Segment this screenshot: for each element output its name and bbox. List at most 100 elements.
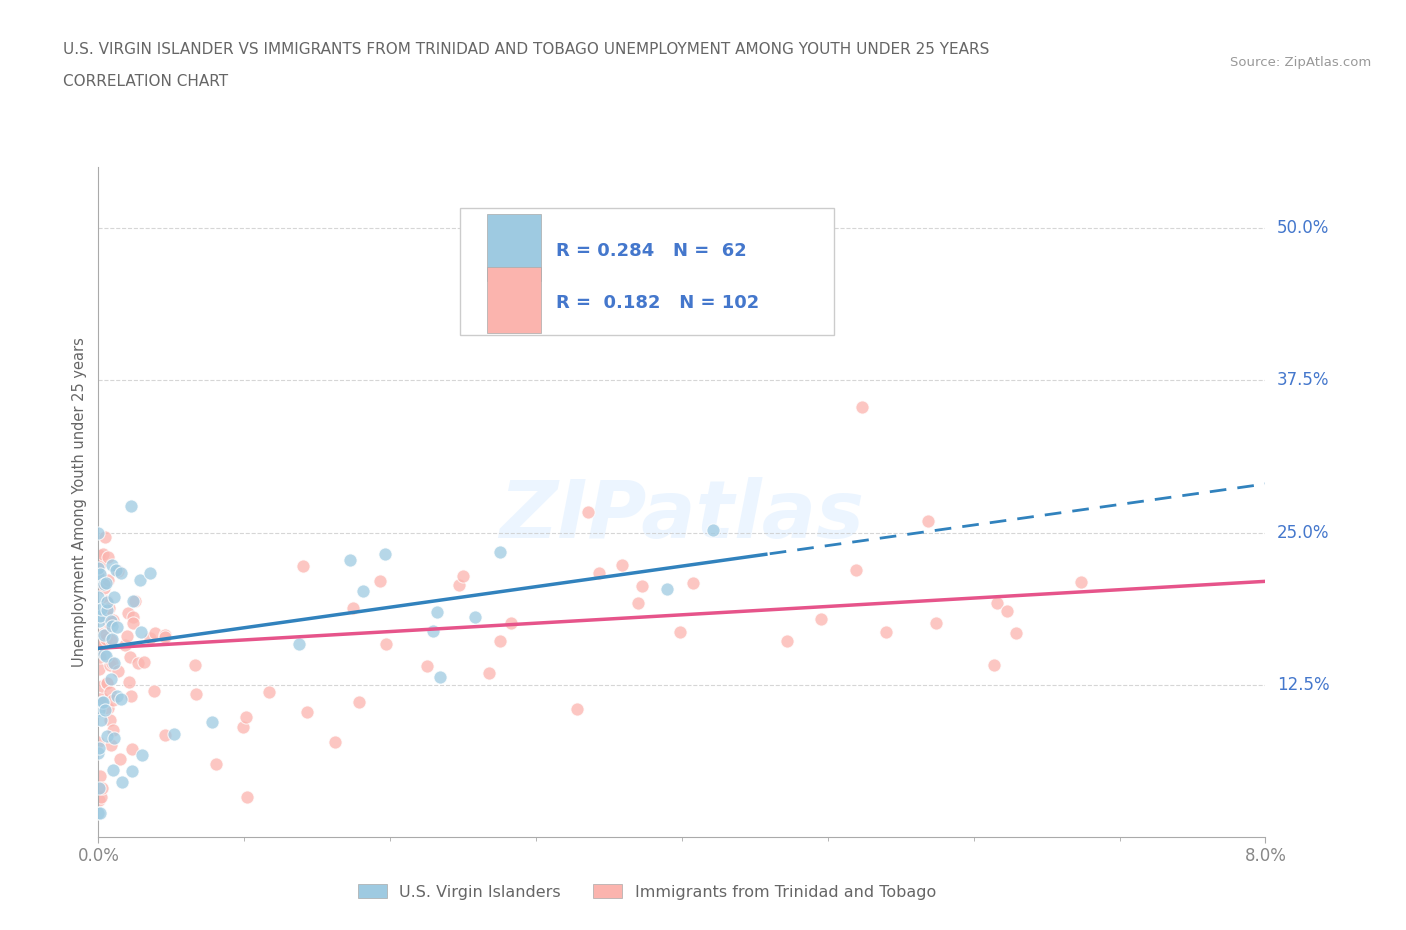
Point: [610, 557, 633, 572]
Point: [115, 629, 138, 644]
Point: [93, 581, 115, 596]
Point: [89, 609, 111, 624]
Point: [368, 574, 391, 589]
Point: [105, 688, 128, 703]
Point: [478, 666, 501, 681]
Text: ZIPatlas: ZIPatlas: [499, 476, 865, 554]
Point: [917, 513, 939, 528]
Point: [201, 715, 224, 730]
Point: [97, 616, 120, 631]
Point: [588, 566, 610, 581]
Point: [93, 627, 115, 642]
Point: [97, 700, 120, 715]
Point: [100, 737, 122, 752]
Point: [97, 609, 120, 624]
Text: 37.5%: 37.5%: [1277, 371, 1330, 390]
Point: [89, 566, 111, 581]
Point: [845, 563, 868, 578]
Point: [875, 625, 897, 640]
Point: [103, 612, 125, 627]
Point: [143, 684, 166, 698]
Point: [91, 547, 114, 562]
Point: [94, 703, 117, 718]
Point: [90, 575, 112, 590]
Point: [565, 702, 588, 717]
Point: [87, 703, 110, 718]
Legend: U.S. Virgin Islanders, Immigrants from Trinidad and Tobago: U.S. Virgin Islanders, Immigrants from T…: [352, 878, 942, 906]
Point: [101, 631, 124, 646]
Point: [110, 692, 132, 707]
Point: [87, 781, 110, 796]
Point: [117, 605, 139, 620]
Point: [100, 618, 122, 633]
Point: [139, 631, 162, 645]
Point: [451, 569, 474, 584]
FancyBboxPatch shape: [486, 267, 541, 333]
Point: [93, 530, 115, 545]
Point: [87, 565, 110, 580]
Point: [87, 613, 110, 628]
Point: [87, 735, 110, 750]
Point: [91, 781, 114, 796]
Point: [232, 719, 254, 734]
Point: [96, 595, 118, 610]
Point: [129, 572, 152, 587]
Point: [153, 630, 176, 644]
Point: [90, 695, 112, 710]
Point: [297, 704, 319, 719]
Point: [576, 504, 599, 519]
Point: [426, 604, 449, 619]
Point: [91, 678, 114, 693]
Point: [87, 560, 110, 575]
Point: [1004, 625, 1026, 640]
Point: [489, 545, 512, 560]
Point: [93, 576, 115, 591]
Point: [449, 578, 471, 592]
Point: [257, 684, 280, 699]
Point: [236, 790, 259, 804]
Text: R = 0.284   N =  62: R = 0.284 N = 62: [555, 242, 747, 259]
Point: [134, 655, 156, 670]
Point: [374, 546, 396, 561]
Point: [143, 625, 166, 640]
Point: [87, 741, 110, 756]
Point: [120, 498, 142, 513]
Point: [100, 671, 122, 686]
Point: [98, 712, 121, 727]
Point: [96, 576, 118, 591]
Point: [775, 633, 797, 648]
Point: [87, 793, 110, 808]
Point: [101, 763, 124, 777]
Point: [349, 694, 371, 709]
Point: [352, 584, 374, 599]
Point: [89, 547, 111, 562]
Point: [121, 764, 143, 779]
Point: [415, 658, 437, 673]
Point: [96, 675, 118, 690]
Point: [93, 646, 115, 661]
Point: [97, 550, 120, 565]
Text: Source: ZipAtlas.com: Source: ZipAtlas.com: [1230, 56, 1371, 69]
Text: U.S. VIRGIN ISLANDER VS IMMIGRANTS FROM TRINIDAD AND TOBAGO UNEMPLOYMENT AMONG Y: U.S. VIRGIN ISLANDER VS IMMIGRANTS FROM …: [63, 42, 990, 57]
Point: [489, 633, 512, 648]
Point: [422, 624, 444, 639]
Point: [100, 613, 122, 628]
Point: [810, 611, 832, 626]
Point: [121, 593, 143, 608]
Point: [101, 656, 124, 671]
Point: [103, 656, 125, 671]
Point: [89, 557, 111, 572]
Point: [995, 604, 1018, 618]
Point: [342, 601, 364, 616]
Point: [87, 567, 110, 582]
Point: [89, 805, 111, 820]
Point: [499, 616, 522, 631]
Point: [101, 557, 124, 572]
Point: [96, 627, 118, 642]
Point: [93, 625, 115, 640]
Point: [90, 712, 112, 727]
Point: [105, 562, 128, 577]
Point: [323, 735, 346, 750]
Point: [107, 564, 129, 578]
Point: [87, 805, 110, 820]
